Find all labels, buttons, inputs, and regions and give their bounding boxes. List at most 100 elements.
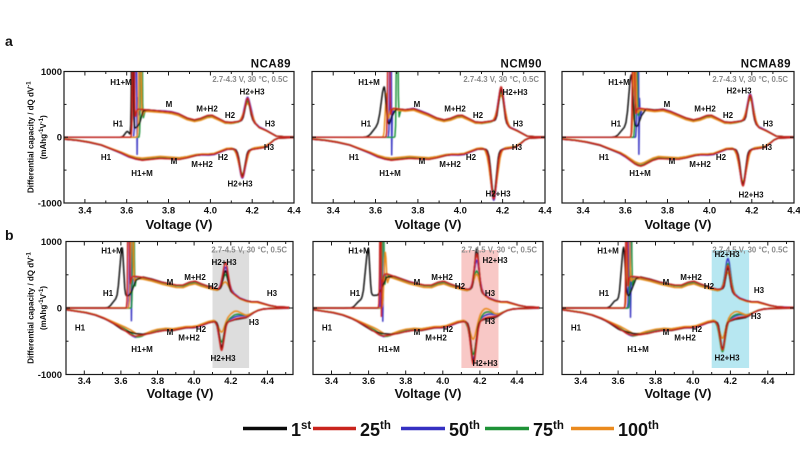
svg-text:H3: H3 bbox=[751, 312, 762, 321]
svg-text:H2: H2 bbox=[473, 111, 484, 120]
svg-text:H1: H1 bbox=[113, 120, 124, 129]
svg-text:H2: H2 bbox=[723, 111, 734, 120]
svg-text:H3: H3 bbox=[264, 143, 275, 152]
svg-text:H3: H3 bbox=[512, 143, 523, 152]
svg-text:3.8: 3.8 bbox=[399, 376, 412, 387]
svg-text:M: M bbox=[414, 100, 421, 109]
svg-text:H3: H3 bbox=[762, 143, 773, 152]
svg-text:4.0: 4.0 bbox=[204, 206, 217, 217]
svg-text:M+H2: M+H2 bbox=[694, 105, 716, 114]
svg-text:Differential capacity / dQ dV-: Differential capacity / dQ dV-1 bbox=[26, 252, 35, 364]
svg-text:M+H2: M+H2 bbox=[425, 334, 447, 343]
svg-text:4.4: 4.4 bbox=[761, 376, 775, 387]
svg-text:3.6: 3.6 bbox=[362, 376, 375, 387]
svg-text:4.2: 4.2 bbox=[745, 206, 758, 217]
svg-text:3.8: 3.8 bbox=[151, 376, 164, 387]
svg-text:4.2: 4.2 bbox=[724, 376, 737, 387]
svg-text:2.7-4.5 V, 30 °C, 0.5C: 2.7-4.5 V, 30 °C, 0.5C bbox=[461, 246, 537, 255]
svg-text:2.7-4.3 V, 30 °C, 0.5C: 2.7-4.3 V, 30 °C, 0.5C bbox=[212, 75, 288, 84]
svg-text:H1+M: H1+M bbox=[627, 345, 649, 354]
svg-text:M+H2: M+H2 bbox=[680, 273, 702, 282]
svg-text:H2: H2 bbox=[692, 325, 703, 334]
svg-text:4.4: 4.4 bbox=[787, 206, 800, 217]
svg-text:3.6: 3.6 bbox=[114, 376, 127, 387]
svg-text:H1: H1 bbox=[361, 120, 372, 129]
svg-text:3.6: 3.6 bbox=[120, 206, 133, 217]
svg-text:3.8: 3.8 bbox=[411, 206, 424, 217]
svg-text:4.2: 4.2 bbox=[246, 206, 259, 217]
svg-text:Voltage (V): Voltage (V) bbox=[395, 386, 462, 401]
svg-text:4.0: 4.0 bbox=[686, 376, 699, 387]
svg-text:3.8: 3.8 bbox=[162, 206, 175, 217]
svg-text:H3: H3 bbox=[485, 289, 496, 298]
svg-text:4.2: 4.2 bbox=[224, 376, 237, 387]
svg-text:Voltage (V): Voltage (V) bbox=[645, 386, 712, 401]
svg-text:H3: H3 bbox=[754, 286, 765, 295]
svg-text:H1+M: H1+M bbox=[379, 169, 401, 178]
svg-text:-1000: -1000 bbox=[38, 370, 62, 381]
svg-text:3.6: 3.6 bbox=[611, 376, 624, 387]
svg-text:b: b bbox=[5, 227, 14, 243]
svg-text:H1+M: H1+M bbox=[131, 345, 153, 354]
svg-text:H1+M: H1+M bbox=[101, 247, 123, 256]
svg-text:4.4: 4.4 bbox=[261, 376, 275, 387]
svg-text:H1: H1 bbox=[599, 289, 610, 298]
svg-text:H3: H3 bbox=[267, 289, 278, 298]
svg-text:4.4: 4.4 bbox=[287, 206, 301, 217]
svg-text:H2: H2 bbox=[716, 153, 727, 162]
svg-text:H2+H3: H2+H3 bbox=[714, 354, 740, 363]
svg-text:H1+M: H1+M bbox=[629, 169, 651, 178]
svg-text:4.0: 4.0 bbox=[454, 206, 467, 217]
svg-text:H1: H1 bbox=[571, 324, 582, 333]
svg-text:H2+H3: H2+H3 bbox=[482, 256, 508, 265]
svg-text:4.0: 4.0 bbox=[187, 376, 200, 387]
svg-text:H3: H3 bbox=[265, 120, 276, 129]
svg-text:M: M bbox=[663, 278, 670, 287]
svg-text:H1: H1 bbox=[599, 153, 610, 162]
svg-text:M+H2: M+H2 bbox=[444, 105, 466, 114]
svg-text:H3: H3 bbox=[485, 317, 496, 326]
svg-text:H1: H1 bbox=[611, 120, 622, 129]
svg-text:H2+H3: H2+H3 bbox=[227, 180, 253, 189]
svg-text:M+H2: M+H2 bbox=[178, 334, 200, 343]
svg-text:H1: H1 bbox=[75, 324, 86, 333]
svg-text:M: M bbox=[419, 157, 426, 166]
svg-text:H1: H1 bbox=[349, 153, 360, 162]
svg-text:4.4: 4.4 bbox=[538, 206, 552, 217]
svg-text:H2+H3: H2+H3 bbox=[738, 191, 764, 200]
svg-text:3.8: 3.8 bbox=[661, 206, 674, 217]
svg-text:H2+H3: H2+H3 bbox=[726, 87, 752, 96]
svg-text:4.0: 4.0 bbox=[703, 206, 716, 217]
svg-text:(mAhg-1V-1): (mAhg-1V-1) bbox=[39, 286, 48, 330]
svg-text:M: M bbox=[414, 328, 421, 337]
svg-text:H2: H2 bbox=[466, 153, 477, 162]
svg-text:a: a bbox=[5, 33, 13, 49]
svg-text:3.4: 3.4 bbox=[78, 206, 92, 217]
svg-text:H2+H3: H2+H3 bbox=[239, 88, 265, 97]
svg-text:4.4: 4.4 bbox=[510, 376, 524, 387]
svg-text:1000: 1000 bbox=[41, 237, 62, 248]
svg-text:3.6: 3.6 bbox=[369, 206, 382, 217]
svg-text:M: M bbox=[669, 157, 676, 166]
svg-text:0: 0 bbox=[57, 133, 62, 144]
svg-text:H1: H1 bbox=[350, 289, 361, 298]
svg-text:(mAhg-1V-1): (mAhg-1V-1) bbox=[39, 115, 48, 159]
svg-text:H2+H3: H2+H3 bbox=[211, 258, 237, 267]
svg-text:H2: H2 bbox=[443, 325, 454, 334]
svg-text:H1+M: H1+M bbox=[608, 78, 630, 87]
svg-text:Voltage (V): Voltage (V) bbox=[395, 217, 462, 232]
svg-text:M+H2: M+H2 bbox=[431, 273, 453, 282]
svg-text:M: M bbox=[171, 157, 178, 166]
svg-text:H3: H3 bbox=[763, 120, 774, 129]
svg-text:3.4: 3.4 bbox=[327, 206, 341, 217]
svg-text:Voltage (V): Voltage (V) bbox=[147, 386, 214, 401]
svg-text:4.2: 4.2 bbox=[473, 376, 486, 387]
svg-text:H2: H2 bbox=[704, 282, 715, 291]
svg-text:Voltage (V): Voltage (V) bbox=[645, 217, 712, 232]
svg-text:M: M bbox=[664, 100, 671, 109]
svg-text:H1+M: H1+M bbox=[358, 78, 380, 87]
svg-text:H1+M: H1+M bbox=[110, 78, 132, 87]
svg-text:H2+H3: H2+H3 bbox=[714, 250, 740, 259]
svg-text:H2: H2 bbox=[196, 325, 207, 334]
svg-text:H2+H3: H2+H3 bbox=[210, 354, 236, 363]
